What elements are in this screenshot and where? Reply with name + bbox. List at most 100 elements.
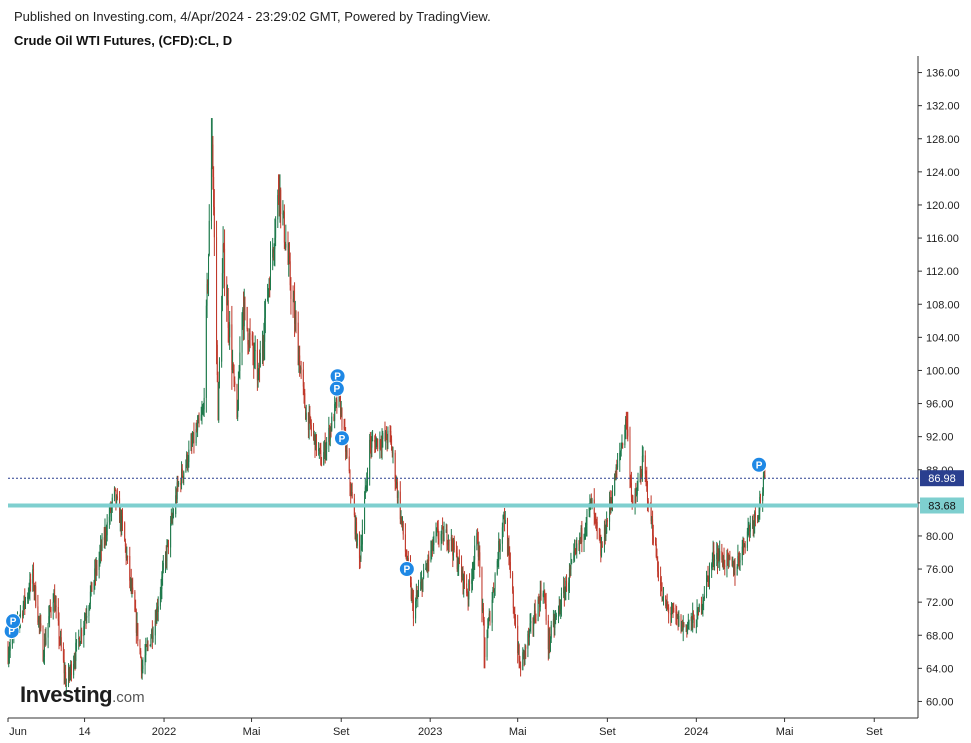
- candle-body: [358, 534, 360, 559]
- candle-body: [446, 529, 448, 545]
- candle-body: [706, 575, 708, 579]
- candle-body: [185, 464, 187, 472]
- candle-body: [523, 650, 525, 657]
- candle-body: [568, 569, 570, 583]
- candle-body: [106, 522, 108, 536]
- candle-body: [721, 550, 723, 560]
- candle-body: [329, 427, 331, 440]
- candle-body: [433, 535, 435, 545]
- candle-body: [186, 454, 188, 466]
- candle-body: [538, 599, 540, 601]
- candle-body: [167, 539, 169, 545]
- candle-body: [237, 377, 239, 410]
- candle-body: [437, 529, 439, 539]
- candle-body: [482, 608, 484, 611]
- candle-body: [563, 587, 565, 594]
- candle-body: [466, 593, 468, 595]
- candle-body: [277, 195, 279, 220]
- candle-body: [375, 441, 377, 449]
- support-label: 83.68: [928, 500, 956, 512]
- candle-body: [8, 650, 10, 655]
- candle-body: [683, 624, 685, 627]
- candle-body: [630, 479, 632, 483]
- candle-body: [626, 424, 628, 430]
- candle-body: [614, 474, 616, 495]
- candle-body: [743, 544, 745, 547]
- candle-body: [436, 528, 438, 531]
- candle-body: [636, 487, 638, 495]
- candle-body: [554, 620, 556, 628]
- candle-body: [350, 492, 352, 496]
- candle-body: [325, 449, 327, 457]
- candle-body: [218, 383, 220, 421]
- p-marker-circle: [333, 430, 350, 447]
- candle-body: [206, 284, 208, 306]
- candle-body: [552, 619, 554, 626]
- candle-body: [212, 144, 214, 178]
- candle-body: [430, 550, 432, 561]
- candle-body: [421, 580, 423, 591]
- candle-body: [272, 249, 274, 258]
- candle-body: [305, 412, 307, 420]
- candle-body: [207, 284, 209, 286]
- candle-body: [452, 546, 454, 556]
- candle-body: [484, 637, 486, 657]
- candle-body: [221, 273, 223, 311]
- candle-body: [445, 529, 447, 533]
- candle-body: [364, 498, 366, 531]
- candle-body: [606, 520, 608, 522]
- candle-body: [585, 529, 586, 534]
- candle-body: [111, 505, 113, 511]
- candle-body: [646, 483, 648, 501]
- candle-body: [697, 608, 699, 611]
- candle-body: [655, 543, 656, 545]
- candle-body: [48, 616, 50, 624]
- candle-body: [195, 428, 197, 444]
- candle-body: [115, 489, 117, 503]
- candle-body: [662, 597, 664, 600]
- candle-body: [334, 404, 336, 421]
- p-marker: P: [398, 561, 415, 578]
- candle-body: [113, 487, 115, 498]
- p-marker: P: [333, 430, 350, 447]
- candle-body: [523, 650, 525, 653]
- candle-body: [310, 417, 312, 426]
- candle-body: [627, 429, 629, 437]
- candle-body: [364, 487, 366, 499]
- candle-body: [411, 595, 413, 599]
- candle-body: [361, 530, 363, 545]
- candle-body: [574, 549, 576, 552]
- candle-body: [665, 595, 667, 607]
- candle-body: [372, 440, 374, 442]
- candle-body: [246, 306, 248, 330]
- candle-body: [471, 571, 473, 580]
- candle-body: [642, 455, 644, 457]
- candle-body: [119, 498, 121, 523]
- candle-body: [356, 522, 358, 546]
- candle-body: [95, 564, 97, 575]
- candle-body: [544, 591, 546, 601]
- candle-body: [595, 516, 597, 520]
- candle-body: [586, 510, 588, 526]
- candle-body: [241, 313, 243, 353]
- candle-body: [261, 345, 263, 353]
- candle-body: [508, 546, 510, 555]
- candle-body: [584, 533, 586, 535]
- candle-body: [442, 527, 444, 542]
- candle-body: [54, 605, 56, 612]
- candle-body: [757, 515, 759, 519]
- candle-body: [442, 527, 444, 529]
- candle-body: [64, 672, 66, 674]
- candle-body: [55, 605, 57, 608]
- candle-body: [23, 596, 25, 606]
- candle-body: [746, 531, 748, 548]
- candle-body: [142, 665, 144, 669]
- candle-body: [656, 556, 658, 561]
- candle-body: [65, 684, 67, 686]
- candle-body: [651, 519, 653, 522]
- candle-body: [315, 434, 317, 451]
- candle-body: [515, 624, 516, 626]
- candle-body: [361, 544, 363, 546]
- candle-body: [717, 553, 719, 564]
